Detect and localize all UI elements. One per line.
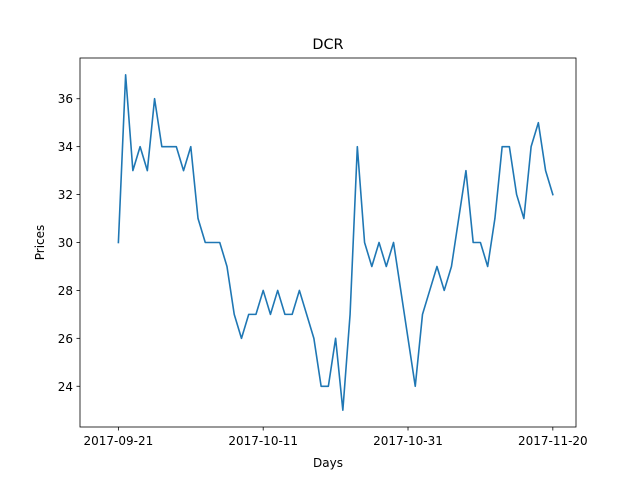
y-axis: 24 26 28 30 32 34 36 (58, 92, 80, 394)
x-tick-label: 2017-11-20 (518, 434, 588, 448)
x-axis-label: Days (313, 456, 343, 470)
x-tick-label: 2017-10-31 (373, 434, 443, 448)
x-axis: 2017-09-21 2017-10-11 2017-10-31 2017-11-20 (84, 427, 588, 448)
y-tick-label: 36 (58, 92, 73, 106)
y-tick-label: 34 (58, 140, 73, 154)
series-line (117, 73, 554, 412)
y-tick-label: 32 (58, 188, 73, 202)
chart-title: DCR (312, 37, 343, 53)
y-tick-label: 30 (58, 236, 73, 250)
x-tick-label: 2017-09-21 (84, 434, 154, 448)
y-tick-label: 24 (58, 380, 73, 394)
x-tick-label: 2017-10-11 (228, 434, 298, 448)
y-tick-label: 26 (58, 332, 73, 346)
plot-frame (79, 57, 577, 428)
series-layer (117, 73, 554, 412)
y-tick-label: 28 (58, 284, 73, 298)
y-axis-label: Prices (33, 225, 47, 261)
